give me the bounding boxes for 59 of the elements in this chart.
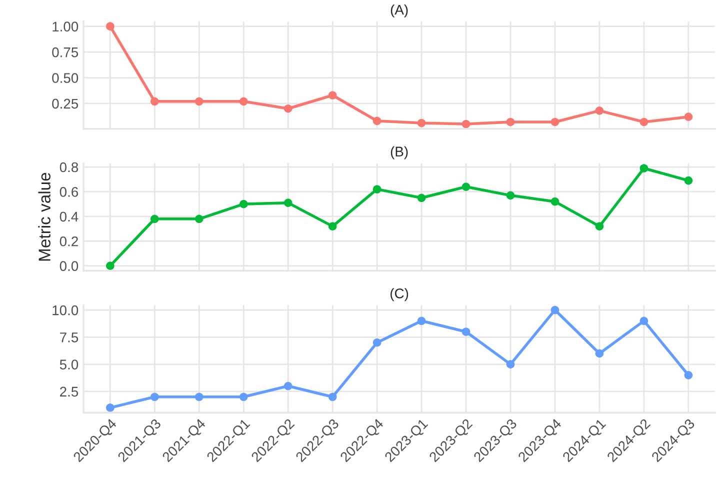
y-tick-label: 0.8 (60, 162, 78, 172)
point (328, 222, 337, 230)
point (284, 382, 292, 390)
point (417, 118, 426, 128)
point (239, 392, 248, 402)
y-tick-label: 0.0 (60, 261, 78, 271)
point (640, 118, 648, 126)
point (372, 185, 382, 194)
y-tick-label: 5.0 (60, 360, 78, 370)
point (239, 97, 248, 106)
y-tick-label: 0.25 (52, 98, 78, 109)
y-tick-label: 10.0 (52, 305, 78, 316)
point (328, 91, 337, 100)
chart-title: (A) (390, 4, 408, 18)
y-tick-label: 0.2 (60, 236, 78, 246)
y-tick-label: 0.4 (60, 212, 78, 222)
point (417, 194, 426, 202)
point (506, 118, 515, 126)
point (595, 222, 604, 230)
point (462, 182, 470, 191)
point (194, 97, 204, 106)
point (239, 200, 248, 208)
point (194, 392, 204, 402)
point (462, 120, 470, 128)
point (550, 306, 560, 314)
y-axis-title: Metric value (38, 172, 50, 261)
point (640, 316, 648, 326)
point (595, 349, 604, 358)
y-tick-label: 2.5 (60, 386, 78, 397)
point (595, 106, 604, 115)
y-tick-label: 0.75 (52, 47, 78, 58)
point (506, 191, 515, 200)
point (284, 104, 292, 113)
point (372, 116, 382, 126)
point (150, 214, 159, 224)
point (150, 97, 159, 106)
point (417, 316, 426, 326)
y-tick-label: 7.5 (60, 332, 78, 342)
point (372, 338, 382, 347)
point (684, 176, 693, 185)
point (506, 360, 515, 368)
point (106, 22, 114, 31)
point (328, 392, 337, 402)
point (550, 197, 560, 206)
point (462, 328, 470, 336)
point (106, 404, 114, 412)
point (106, 262, 114, 270)
point (150, 392, 159, 402)
point (550, 118, 560, 126)
chart-title: (B) (390, 146, 408, 160)
y-tick-label: 0.6 (60, 187, 78, 197)
y-tick-label: 0.50 (52, 73, 78, 83)
point (684, 370, 693, 380)
y-tick-label: 1.00 (52, 22, 78, 32)
chart-title: (C) (390, 288, 408, 302)
point (684, 112, 693, 122)
point (284, 198, 292, 207)
point (194, 214, 204, 224)
point (640, 164, 648, 172)
